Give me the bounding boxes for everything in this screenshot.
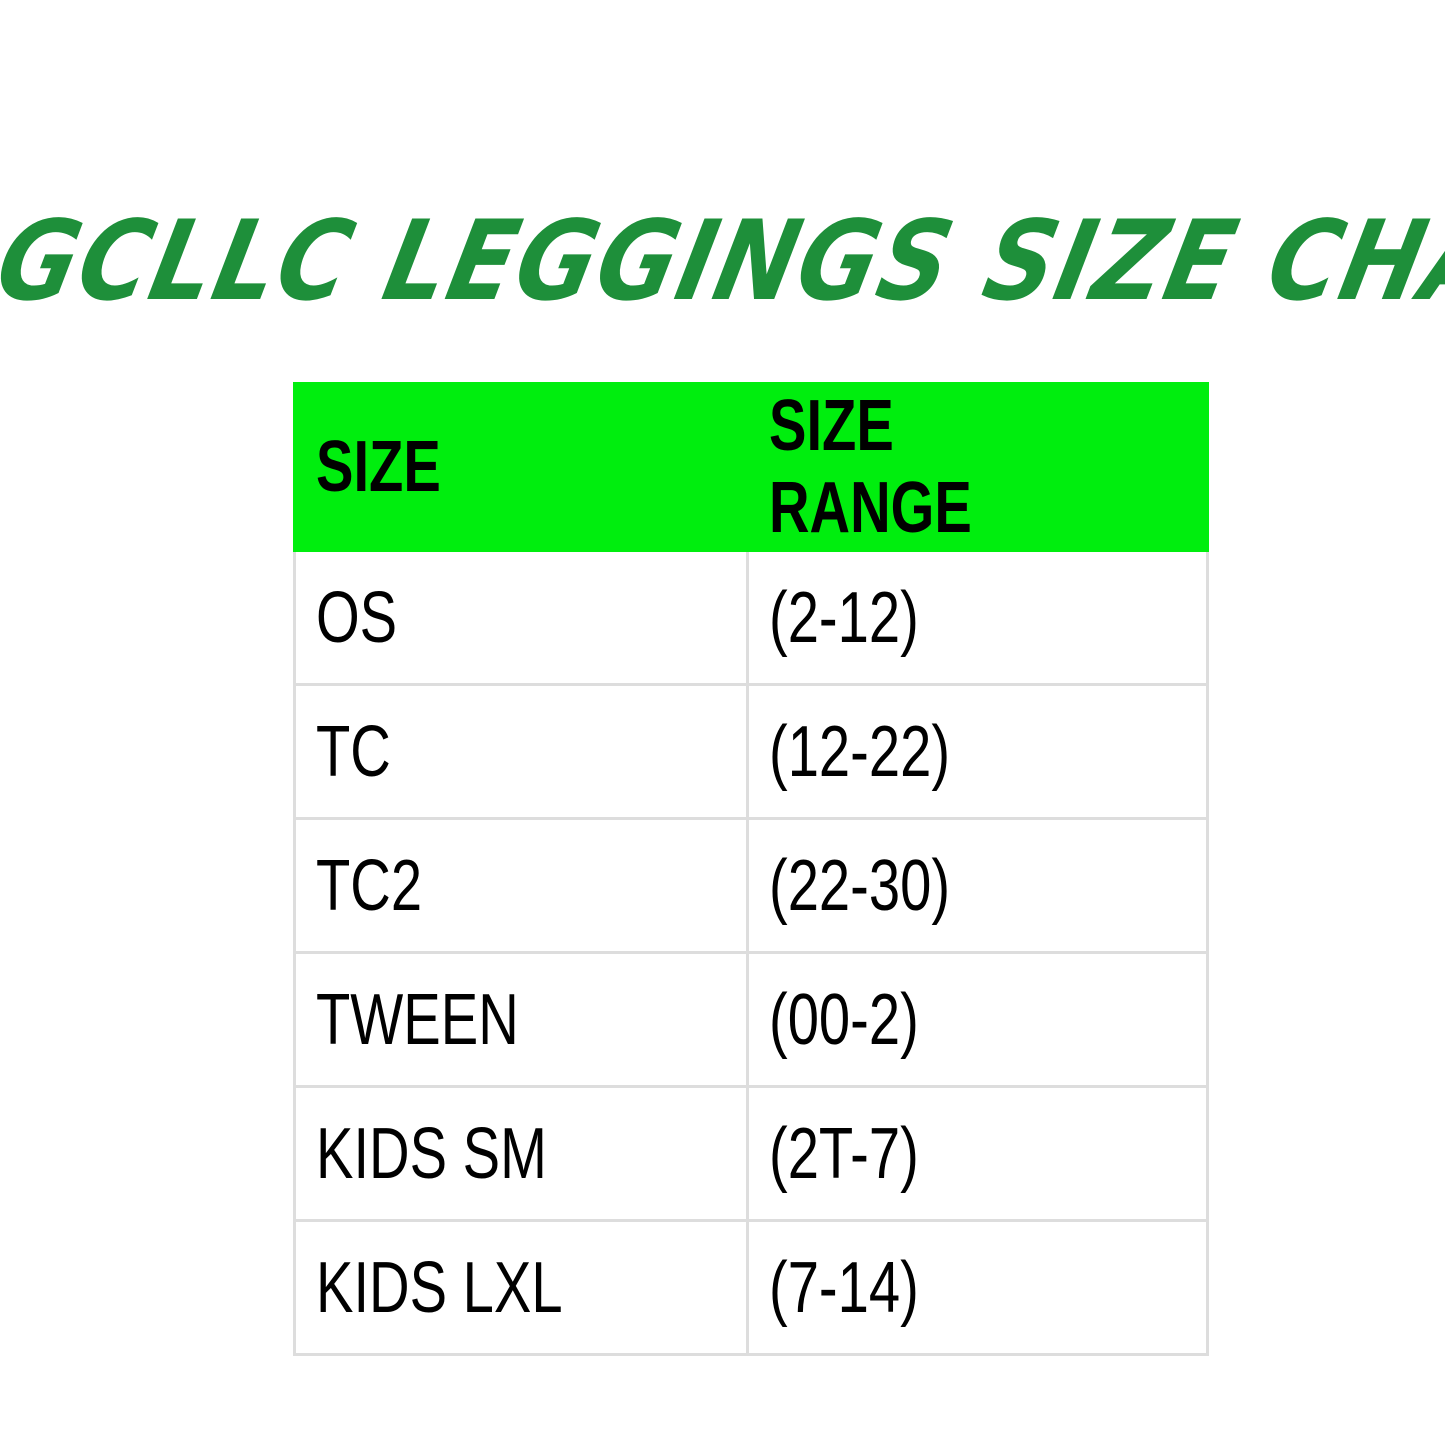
- table-cell: KIDS LXL: [293, 1219, 749, 1356]
- table-cell: (2-12): [746, 549, 1209, 686]
- table-cell-text: TWEEN: [316, 979, 519, 1060]
- table-row: OS (2-12): [293, 549, 1209, 686]
- table-cell-text: (2T-7): [769, 1113, 919, 1194]
- table-cell: (7-14): [746, 1219, 1209, 1356]
- column-header-text: SIZE RANGE: [769, 386, 972, 548]
- table-cell-text: TC2: [316, 845, 423, 926]
- table-cell-text: KIDS LXL: [316, 1247, 563, 1328]
- column-header: SIZE RANGE: [746, 382, 1209, 552]
- table-cell: OS: [293, 549, 749, 686]
- table-cell-text: (22-30): [769, 845, 951, 926]
- table-cell-text: (00-2): [769, 979, 919, 1060]
- header-row: SIZE SIZE RANGE: [293, 382, 1209, 552]
- table-row: KIDS SM (2T-7): [293, 1085, 1209, 1222]
- table-cell-text: OS: [316, 577, 398, 658]
- table-row: TC (12-22): [293, 683, 1209, 820]
- table-cell-text: (7-14): [769, 1247, 919, 1328]
- table-cell: (22-30): [746, 817, 1209, 954]
- table-cell-text: KIDS SM: [316, 1113, 547, 1194]
- table-cell: KIDS SM: [293, 1085, 749, 1222]
- table-cell-text: (2-12): [769, 577, 919, 658]
- column-header-text: SIZE: [316, 427, 441, 507]
- table-row: TC2 (22-30): [293, 817, 1209, 954]
- table-cell: (12-22): [746, 683, 1209, 820]
- table-body: OS (2-12) TC (12-22) TC2 (22-30) TWEEN (00-2) KI…: [293, 549, 1209, 1356]
- table-cell: TC: [293, 683, 749, 820]
- title: GCLLC LEGGINGS SIZE CHART: [0, 196, 1445, 326]
- table-cell-text: (12-22): [769, 711, 951, 792]
- column-header: SIZE: [293, 382, 749, 552]
- table-row: TWEEN (00-2): [293, 951, 1209, 1088]
- table-cell: TC2: [293, 817, 749, 954]
- table-cell: TWEEN: [293, 951, 749, 1088]
- table-row: KIDS LXL (7-14): [293, 1219, 1209, 1356]
- table-cell: (00-2): [746, 951, 1209, 1088]
- table-cell-text: TC: [316, 711, 391, 792]
- table-cell: (2T-7): [746, 1085, 1209, 1222]
- size-table: SIZE SIZE RANGE OS (2-12) TC (12-22) TC2 (22-3…: [293, 382, 1209, 1356]
